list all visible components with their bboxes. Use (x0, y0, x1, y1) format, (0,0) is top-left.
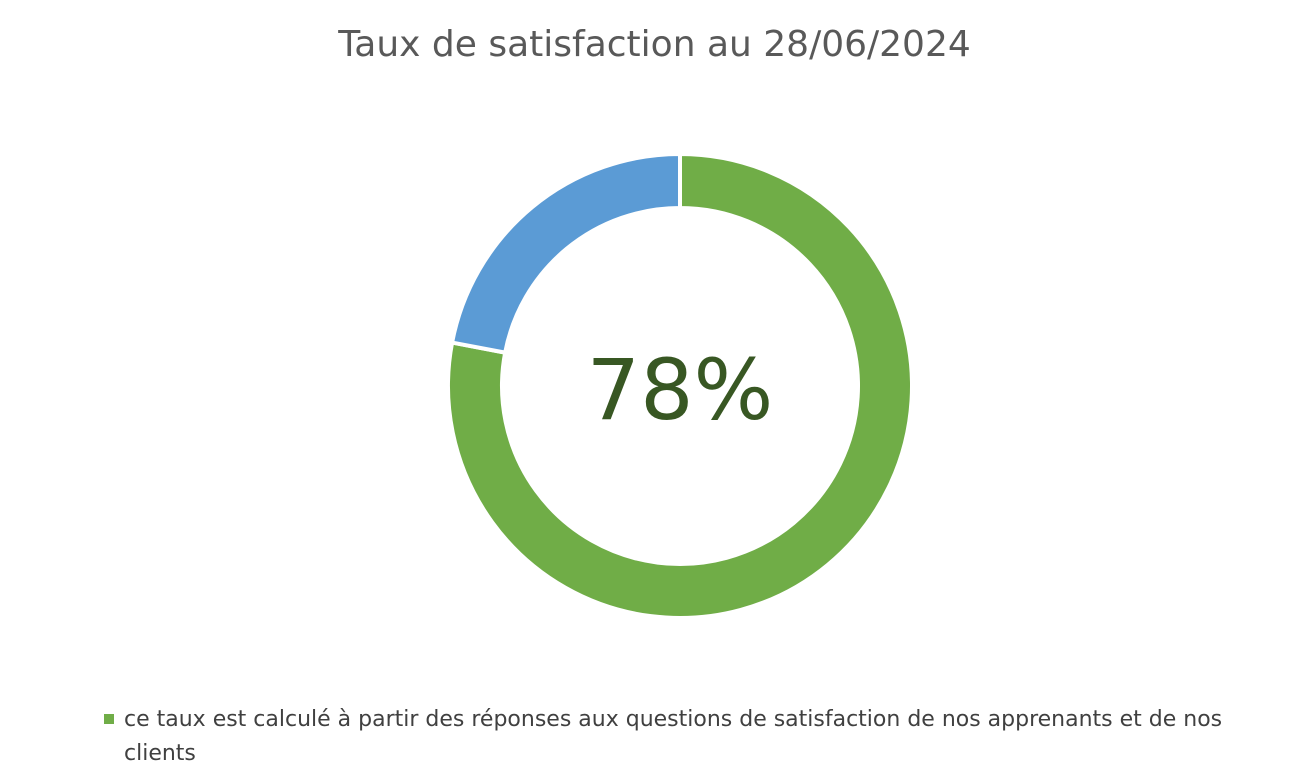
donut-slices (446, 151, 914, 620)
legend-entry-label: ce taux est calculé à partir des réponse… (124, 707, 1223, 766)
donut-slice-2 (449, 151, 682, 355)
donut-slice-1 (446, 151, 914, 620)
chart-title: Taux de satisfaction au 28/06/2024 (338, 24, 971, 65)
center-percentage-label: 78% (586, 341, 774, 439)
legend-swatch (104, 714, 114, 724)
